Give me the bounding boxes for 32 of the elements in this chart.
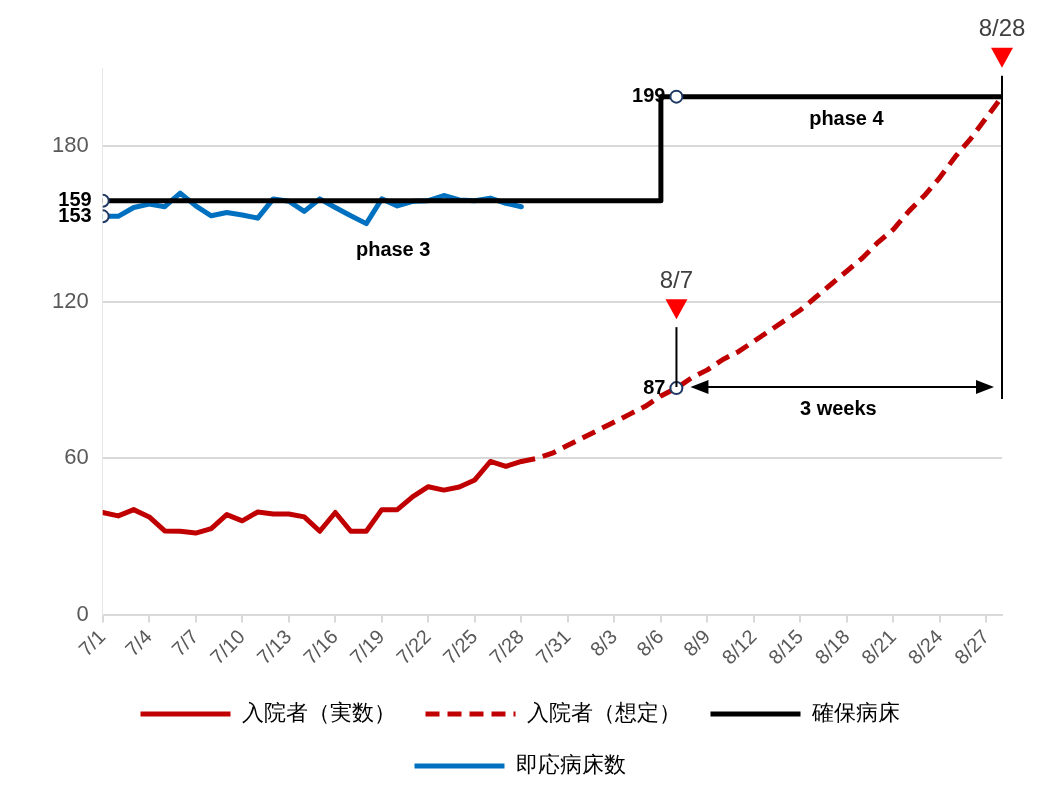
y-tick-label: 0	[76, 600, 89, 626]
x-tick-label: 8/6	[632, 625, 668, 661]
y-tick-label: 180	[51, 132, 89, 158]
y-tick-label: 120	[51, 288, 89, 314]
x-tick-label: 8/18	[810, 625, 854, 669]
x-tick-label: 8/21	[857, 625, 901, 669]
x-tick-label: 7/25	[438, 625, 482, 669]
legend-label: 確保病床	[810, 700, 900, 726]
text: 8/28	[978, 14, 1026, 42]
x-tick-label: 8/12	[717, 625, 761, 669]
x-tick-label: 7/13	[252, 625, 296, 669]
x-tick-label: 8/9	[678, 625, 715, 661]
x-tick-label: 7/7	[167, 625, 203, 661]
x-tick-label: 8/3	[585, 625, 622, 661]
x-tick-label: 7/16	[298, 625, 343, 669]
x-tick-label: 7/22	[391, 625, 436, 669]
annotation: phase 3	[355, 237, 431, 260]
annotation: phase 4	[809, 107, 885, 130]
legend-label: 入院者（想定）	[526, 700, 681, 726]
annotation: 3 weeks	[799, 396, 877, 419]
legend-label: 即応病床数	[515, 752, 626, 778]
x-tick-label: 7/28	[484, 625, 529, 669]
x-tick-label: 7/19	[345, 625, 389, 669]
data-label: 87	[643, 375, 666, 398]
x-tick-label: 7/10	[205, 625, 249, 669]
x-tick-label: 7/31	[531, 625, 575, 669]
x-tick-label: 7/1	[74, 625, 110, 661]
annotation: 8/7	[659, 265, 694, 293]
y-tick-label: 60	[64, 444, 89, 470]
legend-label: 入院者（実数）	[241, 700, 396, 726]
x-tick-label: 8/24	[903, 625, 947, 669]
x-tick-label: 7/4	[120, 625, 156, 661]
